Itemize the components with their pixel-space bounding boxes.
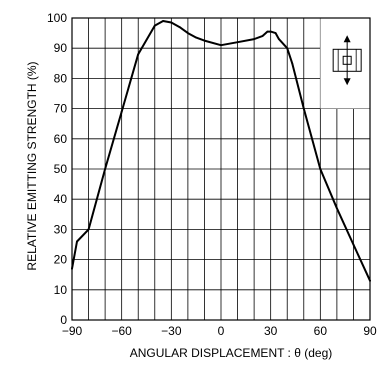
arrow-down-icon (343, 78, 351, 86)
x-tick-label: 90 (363, 324, 377, 338)
data-point (162, 20, 164, 22)
data-point (153, 24, 156, 27)
data-point (261, 35, 264, 38)
y-tick-label: 90 (54, 41, 68, 55)
data-point (220, 44, 222, 47)
arrow-up-icon (343, 35, 351, 43)
data-point (269, 30, 272, 33)
data-point (274, 32, 277, 34)
data-point (236, 41, 239, 44)
y-tick-label: 60 (54, 132, 68, 146)
data-point (335, 207, 338, 210)
inset-background (320, 18, 370, 109)
y-tick-label: 50 (54, 162, 68, 176)
x-tick-label: −30 (161, 324, 182, 338)
data-point (286, 47, 289, 50)
plot-frame (71, 17, 371, 321)
data-point (170, 21, 173, 24)
x-tick-label: 60 (314, 324, 328, 338)
data-point (302, 107, 305, 110)
led-package-orientation-icon (320, 18, 370, 109)
y-tick-label: 30 (54, 222, 68, 236)
data-point (278, 38, 280, 41)
series-line (71, 20, 371, 282)
data-point (203, 39, 206, 42)
x-tick-label: −90 (62, 324, 83, 338)
tick-labels: 0 10 20 30 40 50 60 70 80 90 100 −90 −60 −30 0 30 60 90 (47, 11, 377, 338)
y-axis-label: RELATIVE EMITTING STRENGTH (%) (25, 61, 39, 270)
y-tick-label: 0 (60, 313, 67, 327)
x-tick-label: 30 (264, 324, 278, 338)
data-point (137, 53, 140, 56)
y-tick-label: 100 (47, 11, 67, 25)
data-point (120, 110, 123, 113)
data-point (266, 30, 269, 33)
data-point (186, 32, 189, 34)
data-point (104, 168, 107, 170)
y-tick-label: 70 (54, 102, 68, 116)
x-tick-label: −60 (111, 324, 132, 338)
x-tick-label: 0 (218, 324, 225, 338)
y-tick-label: 40 (54, 192, 68, 206)
data-point (352, 243, 355, 246)
data-point (319, 168, 322, 170)
data-point (291, 62, 294, 65)
data-point (195, 36, 198, 39)
data-point (87, 228, 90, 231)
data-point (178, 26, 181, 28)
y-tick-label: 80 (54, 71, 68, 85)
y-tick-label: 20 (54, 253, 68, 267)
y-tick-label: 10 (54, 283, 68, 297)
data-point (76, 240, 78, 243)
data-point (253, 38, 256, 41)
x-axis-label: ANGULAR DISPLACEMENT : θ (deg) (130, 346, 333, 360)
